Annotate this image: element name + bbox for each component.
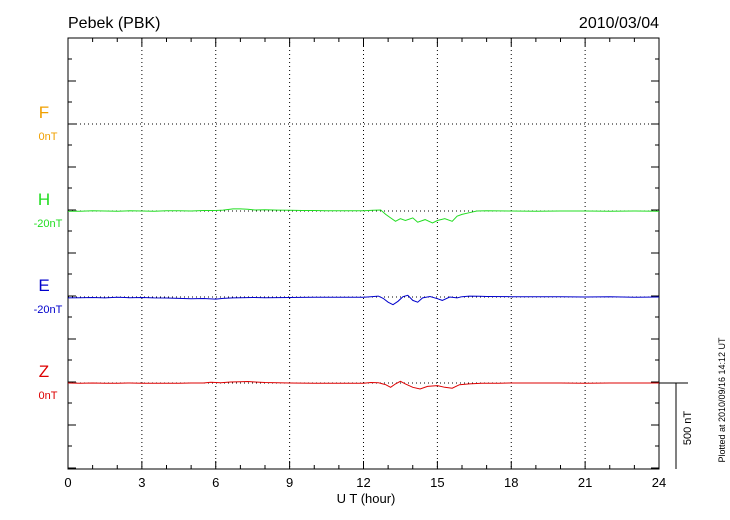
plotted-timestamp: Plotted at 2010/09/16 14:12 UT [717,337,727,463]
x-tick-label: 12 [356,475,370,490]
channel-name: H [38,190,50,209]
channel-offset: 0nT [39,390,58,402]
channel-trace-h [67,208,660,224]
scale-bar-label: 500 nT [682,411,694,446]
x-axis-title: U T (hour) [337,491,396,506]
channel-offset: 0nT [39,131,58,143]
channel-name: F [39,103,49,122]
channel-name: Z [39,362,49,381]
channel-name: E [38,276,49,295]
x-tick-label: 3 [138,475,145,490]
scale-bar: 500 nT [659,382,694,469]
x-tick-label: 6 [212,475,219,490]
chart-date: 2010/03/04 [579,15,659,32]
x-tick-label: 21 [578,475,592,490]
x-tick-label: 18 [504,475,518,490]
chart-title: Pebek (PBK) [68,15,160,32]
channel-trace-z [67,380,659,390]
x-tick-label: 0 [64,475,71,490]
channel-offset: -20nT [34,304,63,316]
grid-lines [68,38,659,469]
x-tick-label: 15 [430,475,444,490]
x-tick-label: 9 [286,475,293,490]
channel-offset: -20nT [34,218,63,230]
x-tick-label: 24 [652,475,666,490]
channel-labels: F 0nT H -20nT E -20nT Z 0nT [34,103,63,402]
channel-traces [67,208,660,390]
x-tick-labels: 0 3 6 9 12 15 18 21 24 [64,475,666,490]
channel-trace-e [67,294,660,306]
axis-ticks [68,38,659,469]
